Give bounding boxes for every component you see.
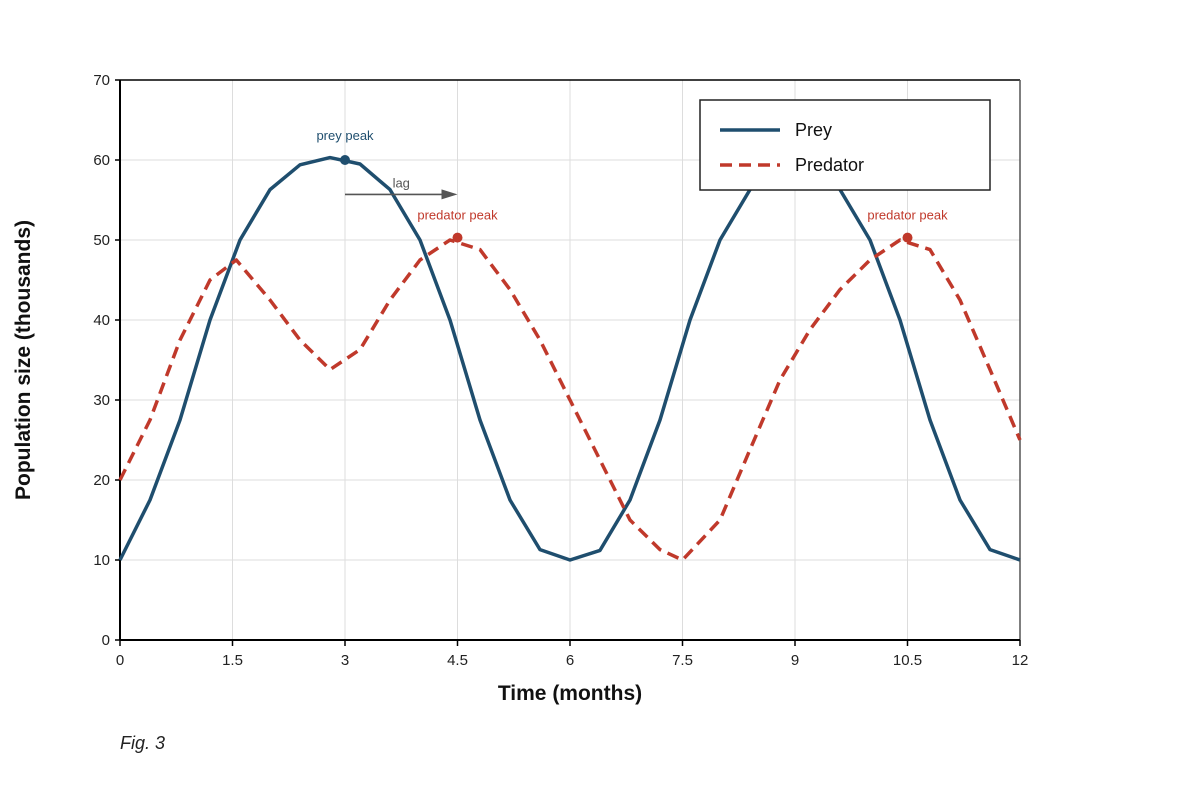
y-tick-label: 10 <box>93 552 110 569</box>
peak-label: predator peak <box>417 208 498 223</box>
x-tick-label: 6 <box>566 652 574 669</box>
y-tick-label: 20 <box>93 472 110 489</box>
legend-box <box>699 99 991 191</box>
series-lines <box>118 155 1022 562</box>
figure-caption: Fig. 3 <box>120 733 166 753</box>
peak-marker <box>902 232 913 243</box>
y-tick-label: 30 <box>93 392 110 409</box>
x-tick-label: 9 <box>791 652 799 669</box>
x-tick-label: 0 <box>116 652 124 669</box>
series-line-prey <box>118 155 1021 562</box>
axes <box>115 79 1021 646</box>
x-axis-title: Time (months) <box>498 682 642 705</box>
y-tick-label: 50 <box>93 232 110 249</box>
x-tick-label: 10.5 <box>893 652 922 669</box>
y-axis-title: Population size (thousands) <box>12 220 35 500</box>
tick-labels: 0 1.5 3 4.5 6 7.5 9 10.5 12 0 10 20 30 40 50 60 70 <box>93 72 1028 669</box>
y-tick-label: 70 <box>93 72 110 89</box>
y-tick-label: 0 <box>102 632 110 649</box>
peak-marker <box>340 155 350 165</box>
lag-label: lag <box>393 175 410 190</box>
x-tick-label: 7.5 <box>672 652 693 669</box>
legend: Prey Predator <box>699 99 991 191</box>
lag-arrow-head <box>441 189 458 200</box>
x-tick-label: 3 <box>341 652 349 669</box>
legend-label-predator: Predator <box>795 155 864 175</box>
y-tick-label: 60 <box>93 152 110 169</box>
peak-label: prey peak <box>316 128 374 143</box>
peak-marker <box>452 232 463 243</box>
series-line-predator <box>118 238 1022 562</box>
y-tick-label: 40 <box>93 312 110 329</box>
x-tick-label: 12 <box>1012 652 1029 669</box>
x-tick-label: 1.5 <box>222 652 243 669</box>
peak-label: predator peak <box>867 208 948 223</box>
legend-label-prey: Prey <box>795 120 832 140</box>
x-tick-label: 4.5 <box>447 652 468 669</box>
